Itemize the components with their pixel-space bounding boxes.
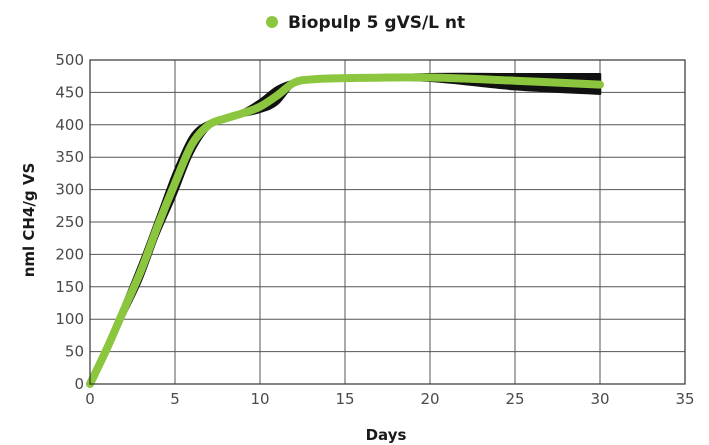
y-tick-label: 500 (55, 51, 84, 69)
y-tick-label: 250 (55, 213, 84, 231)
x-tick-label: 15 (335, 390, 354, 408)
x-axis-title: Days (366, 426, 407, 444)
legend: Biopulp 5 gVS/L nt (266, 13, 465, 33)
grid (89, 59, 686, 385)
y-tick-label: 350 (55, 148, 84, 166)
y-tick-label: 400 (55, 116, 84, 134)
plot-frame (89, 59, 686, 385)
x-tick-label: 5 (170, 390, 180, 408)
y-axis-title: nml CH4/g VS (20, 163, 38, 278)
x-tick-labels: 0 5 10 15 20 25 30 35 (85, 390, 694, 408)
y-tick-label: 0 (74, 375, 84, 393)
y-tick-label: 200 (55, 245, 84, 263)
series-line (86, 73, 604, 388)
series-line-path (86, 73, 604, 388)
y-tick-label: 150 (55, 278, 84, 296)
x-tick-label: 20 (420, 390, 439, 408)
y-tick-label: 100 (55, 310, 84, 328)
y-tick-label: 300 (55, 181, 84, 199)
x-tick-label: 35 (675, 390, 694, 408)
x-tick-label: 25 (505, 390, 524, 408)
y-tick-label: 50 (65, 343, 84, 361)
x-tick-label: 10 (250, 390, 269, 408)
y-tick-labels: 0 50 100 150 200 250 300 350 400 450 500 (55, 51, 84, 393)
legend-marker (266, 16, 278, 28)
x-tick-label: 30 (590, 390, 609, 408)
x-tick-label: 0 (85, 390, 95, 408)
y-tick-label: 450 (55, 83, 84, 101)
legend-label: Biopulp 5 gVS/L nt (288, 13, 465, 33)
